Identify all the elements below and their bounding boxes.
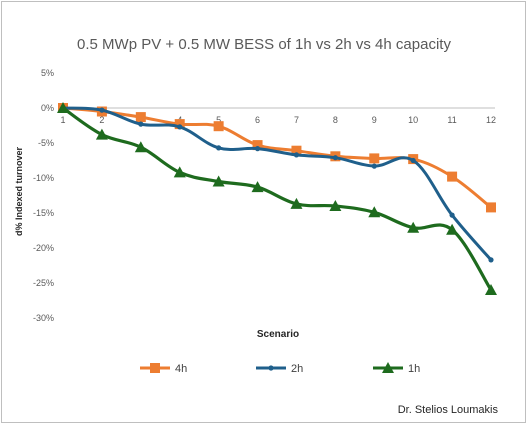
data-point-4h	[213, 121, 224, 132]
y-tick-labels: 5% 0% -5% -10% -15% -20% -25% -30%	[33, 68, 54, 323]
x-tick-label: 12	[486, 115, 496, 125]
legend-label: 2h	[291, 363, 303, 375]
data-point-1h	[95, 128, 108, 140]
data-point-2h	[99, 107, 105, 113]
data-point-2h	[216, 145, 222, 151]
data-point-4h	[291, 145, 302, 156]
x-tick-label: 6	[255, 115, 260, 125]
legend-item-2h: 2h	[256, 363, 303, 375]
data-point-1h	[57, 102, 69, 113]
legend-label: 1h	[408, 363, 420, 375]
series-2h	[60, 105, 494, 263]
data-point-1h	[329, 200, 342, 211]
legend-marker	[150, 363, 160, 373]
series-line-4h	[62, 106, 492, 209]
y-tick-label: -30%	[33, 313, 54, 323]
x-tick-label: 1	[60, 115, 65, 125]
data-point-1h	[290, 197, 303, 209]
y-tick-label: -25%	[33, 278, 54, 288]
data-point-2h	[254, 146, 261, 152]
data-point-2h	[410, 157, 416, 164]
series-line-1h	[62, 106, 493, 291]
x-tick-label: 5	[216, 115, 221, 125]
y-tick-label: -20%	[33, 243, 54, 253]
legend-item-4h: 4h	[140, 363, 187, 375]
data-point-1h	[485, 284, 497, 295]
data-point-2h	[293, 152, 300, 158]
y-tick-label: 5%	[41, 68, 54, 78]
data-point-2h	[138, 121, 144, 127]
data-point-2h	[488, 257, 494, 263]
series-line-2h	[62, 106, 493, 261]
data-point-2h	[177, 124, 183, 130]
data-point-2h	[332, 155, 338, 161]
chart-title: 0.5 MWp PV + 0.5 MW BESS of 1h vs 2h vs …	[77, 36, 451, 53]
x-tick-label: 7	[294, 115, 299, 125]
data-point-4h	[369, 153, 380, 164]
data-point-1h	[407, 221, 420, 233]
x-tick-label: 2	[99, 115, 104, 125]
data-point-1h	[251, 181, 264, 193]
data-point-1h	[368, 206, 381, 218]
data-point-1h	[134, 141, 147, 153]
data-point-1h	[212, 175, 225, 187]
y-tick-label: -5%	[38, 138, 54, 148]
x-tick-label: 8	[333, 115, 338, 125]
data-point-4h	[174, 119, 185, 130]
y-tick-label: 0%	[41, 103, 54, 113]
y-tick-label: -10%	[33, 173, 54, 183]
legend-item-1h: 1h	[373, 362, 420, 375]
data-point-4h	[135, 112, 146, 123]
y-tick-label: -15%	[33, 208, 54, 218]
author-credit: Dr. Stelios Loumakis	[397, 404, 498, 416]
data-point-4h	[486, 202, 496, 213]
data-point-1h	[173, 166, 186, 178]
data-point-2h	[449, 212, 455, 218]
x-tick-label: 11	[447, 115, 456, 125]
legend: 4h 2h 1h	[140, 362, 420, 375]
data-point-4h	[447, 171, 458, 182]
x-axis-title: Scenario	[256, 329, 300, 340]
x-tick-label: 9	[372, 115, 377, 125]
legend-marker	[268, 365, 274, 371]
series-1h	[57, 102, 497, 295]
x-tick-label: 10	[408, 115, 418, 125]
series-layer	[57, 102, 497, 295]
data-point-2h	[371, 163, 377, 169]
legend-marker	[382, 362, 394, 373]
data-point-1h	[446, 223, 459, 235]
legend-label: 4h	[175, 363, 187, 375]
data-point-4h	[252, 140, 263, 151]
